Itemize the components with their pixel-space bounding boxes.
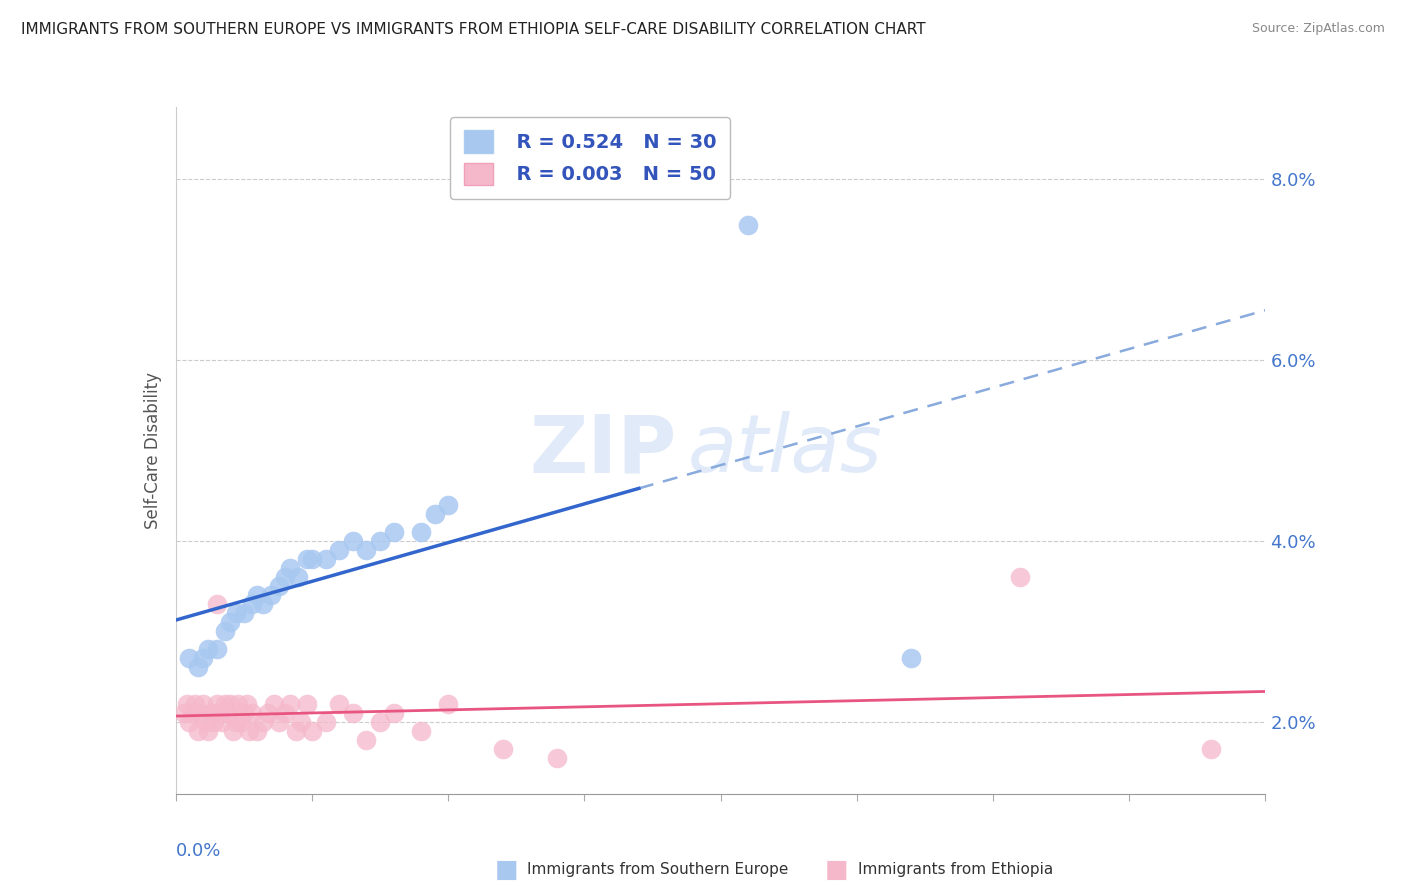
Point xyxy=(290,714,312,729)
Legend:   R = 0.524   N = 30,   R = 0.003   N = 50: R = 0.524 N = 30, R = 0.003 N = 50 xyxy=(450,117,730,199)
Point xyxy=(232,606,254,620)
Point xyxy=(179,651,201,665)
Point xyxy=(737,218,759,232)
Point xyxy=(368,533,391,548)
Point xyxy=(219,697,242,711)
Text: ZIP: ZIP xyxy=(530,411,678,490)
Point xyxy=(222,723,245,738)
Text: ■: ■ xyxy=(495,858,517,881)
Point xyxy=(246,588,269,602)
Point xyxy=(188,706,211,720)
Point xyxy=(342,706,364,720)
Point xyxy=(176,697,198,711)
Point xyxy=(186,660,209,674)
Text: IMMIGRANTS FROM SOUTHERN EUROPE VS IMMIGRANTS FROM ETHIOPIA SELF-CARE DISABILITY: IMMIGRANTS FROM SOUTHERN EUROPE VS IMMIG… xyxy=(21,22,925,37)
Point xyxy=(328,542,350,557)
Point xyxy=(409,524,432,539)
Point xyxy=(191,697,214,711)
Point xyxy=(225,606,247,620)
Point xyxy=(1199,741,1222,756)
Point xyxy=(217,706,239,720)
Point xyxy=(205,597,228,611)
Point xyxy=(409,723,432,738)
Text: ■: ■ xyxy=(825,858,848,881)
Y-axis label: Self-Care Disability: Self-Care Disability xyxy=(143,372,162,529)
Point xyxy=(315,552,337,566)
Point xyxy=(368,714,391,729)
Point xyxy=(1010,570,1032,584)
Point xyxy=(492,741,515,756)
Point xyxy=(295,697,318,711)
Point xyxy=(900,651,922,665)
Point xyxy=(342,533,364,548)
Point xyxy=(437,697,460,711)
Point xyxy=(186,723,209,738)
Point xyxy=(181,706,204,720)
Point xyxy=(252,714,274,729)
Point xyxy=(219,615,242,630)
Point xyxy=(278,697,301,711)
Point xyxy=(423,507,446,521)
Point xyxy=(184,697,207,711)
Point xyxy=(356,732,378,747)
Point xyxy=(263,697,285,711)
Point xyxy=(252,597,274,611)
Point xyxy=(197,723,219,738)
Point xyxy=(284,723,307,738)
Point xyxy=(231,714,253,729)
Point xyxy=(315,714,337,729)
Point xyxy=(225,714,247,729)
Point xyxy=(208,706,231,720)
Point xyxy=(228,697,250,711)
Text: Immigrants from Southern Europe: Immigrants from Southern Europe xyxy=(527,863,789,877)
Point xyxy=(173,706,195,720)
Point xyxy=(295,552,318,566)
Point xyxy=(546,750,568,764)
Point xyxy=(382,706,405,720)
Point xyxy=(205,697,228,711)
Point xyxy=(437,498,460,512)
Text: atlas: atlas xyxy=(688,411,883,490)
Point xyxy=(269,714,291,729)
Text: Source: ZipAtlas.com: Source: ZipAtlas.com xyxy=(1251,22,1385,36)
Text: 0.0%: 0.0% xyxy=(176,842,221,860)
Point xyxy=(301,552,323,566)
Point xyxy=(194,714,217,729)
Point xyxy=(274,570,297,584)
Point xyxy=(257,706,280,720)
Point xyxy=(197,642,219,657)
Point xyxy=(356,542,378,557)
Point xyxy=(301,723,323,738)
Point xyxy=(246,723,269,738)
Point xyxy=(202,714,225,729)
Point xyxy=(238,723,260,738)
Point xyxy=(328,697,350,711)
Point xyxy=(200,706,222,720)
Point xyxy=(260,588,283,602)
Point xyxy=(382,524,405,539)
Point xyxy=(205,642,228,657)
Point xyxy=(240,706,263,720)
Point xyxy=(211,714,233,729)
Point xyxy=(269,579,291,593)
Text: Immigrants from Ethiopia: Immigrants from Ethiopia xyxy=(858,863,1053,877)
Point xyxy=(179,714,201,729)
Point xyxy=(287,570,309,584)
Point xyxy=(214,624,236,639)
Point xyxy=(232,706,254,720)
Point xyxy=(191,651,214,665)
Point xyxy=(278,561,301,575)
Point xyxy=(240,597,263,611)
Point xyxy=(235,697,257,711)
Point xyxy=(274,706,297,720)
Point xyxy=(214,697,236,711)
